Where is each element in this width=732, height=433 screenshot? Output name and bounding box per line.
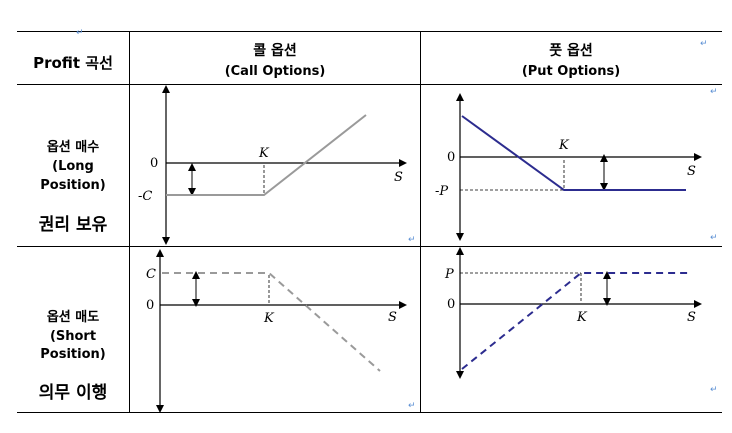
short-row-en1: (Short	[49, 329, 97, 344]
zero-label: 0	[447, 150, 455, 165]
x-axis-label: S	[687, 164, 696, 179]
long-row-en2: Position)	[40, 178, 106, 193]
zero-label: 0	[150, 156, 158, 171]
table-top-border	[17, 31, 722, 32]
payoff-line	[461, 272, 689, 370]
paragraph-mark-icon: ↵	[700, 39, 708, 49]
header-divider	[17, 84, 722, 85]
premium-label: -C	[138, 189, 152, 204]
premium-label: C	[146, 267, 156, 282]
long-row-extra: 권리 보유	[38, 215, 108, 235]
paragraph-mark-icon: ↵	[710, 87, 718, 97]
long-row-ko: 옵션 매수	[46, 140, 100, 155]
paragraph-mark-icon: ↵	[408, 235, 416, 245]
paragraph-mark-icon: ↵	[710, 233, 718, 243]
x-axis-label: S	[687, 310, 696, 325]
premium-label: P	[444, 267, 454, 282]
payoff-line	[461, 115, 686, 191]
strike-label: K	[263, 311, 275, 326]
table-bottom-border	[17, 412, 722, 413]
short-row-en2: Position)	[40, 347, 106, 362]
payoff-line	[162, 272, 381, 372]
paragraph-mark-icon: ↵	[408, 401, 416, 411]
x-axis-label: S	[388, 310, 397, 325]
short-row-ko: 옵션 매도	[46, 310, 100, 325]
column-divider-2	[420, 31, 421, 413]
long-put-diagram: 0 -P K S	[421, 85, 721, 246]
long-call-diagram: 0 -C K S	[130, 85, 420, 246]
premium-label: -P	[435, 184, 448, 199]
column-divider-1	[129, 31, 130, 413]
paragraph-mark-icon: ↵	[76, 28, 84, 38]
put-header-en: (Put Options)	[521, 64, 621, 79]
short-call-diagram: 0 C K S	[130, 247, 420, 413]
call-header-en: (Call Options)	[224, 64, 326, 79]
short-put-diagram: 0 P K S	[421, 247, 721, 412]
row-divider	[17, 246, 722, 247]
strike-label: K	[258, 146, 270, 161]
paragraph-mark-icon: ↵	[710, 385, 718, 395]
zero-label: 0	[146, 298, 154, 313]
call-header-ko: 콜 옵션	[253, 43, 297, 59]
row-header-label: Profit 곡선	[33, 54, 113, 72]
strike-label: K	[558, 138, 570, 153]
strike-label: K	[576, 310, 588, 325]
long-row-en1: (Long	[52, 159, 94, 174]
payoff-line	[166, 114, 367, 196]
put-header-ko: 풋 옵션	[549, 43, 593, 59]
zero-label: 0	[447, 297, 455, 312]
short-row-extra: 의무 이행	[38, 383, 108, 403]
x-axis-label: S	[394, 170, 403, 185]
